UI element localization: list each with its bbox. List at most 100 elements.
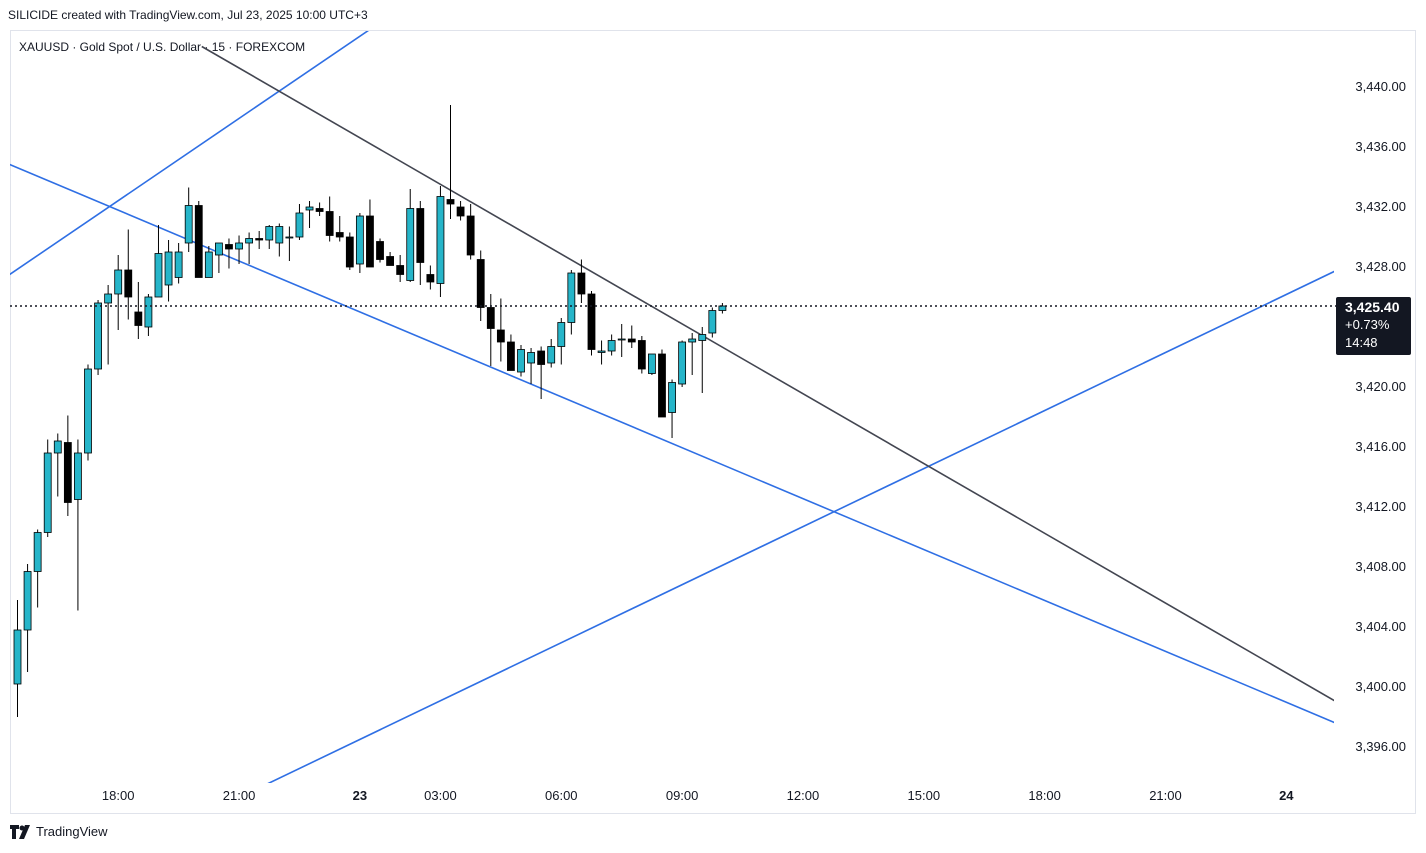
candle-body-down (456, 206, 465, 217)
x-tick-label: 03:00 (424, 788, 457, 803)
candle-body-down (366, 215, 374, 268)
candle (416, 201, 425, 285)
candle (33, 529, 42, 608)
y-tick-label: 3,428.00 (1355, 259, 1406, 274)
candle-body-up (265, 226, 274, 241)
trendline-3[interactable] (179, 264, 1350, 827)
candle (235, 235, 243, 264)
candle-body-up (678, 341, 687, 385)
candle (84, 364, 92, 461)
candle (255, 231, 264, 249)
candle (53, 433, 62, 497)
candle-body-up (648, 353, 656, 374)
candle-body-down (476, 259, 485, 308)
candle-body-up (607, 340, 616, 352)
candle-body-down (466, 215, 475, 256)
candle (154, 225, 163, 298)
candle (617, 324, 626, 357)
y-tick-label: 3,396.00 (1355, 739, 1406, 754)
candle (104, 285, 113, 365)
y-tick-label: 3,440.00 (1355, 79, 1406, 94)
candle-body-down (386, 256, 394, 266)
candle-body-up (114, 269, 123, 295)
candle (446, 105, 455, 219)
x-tick-label: 12:00 (787, 788, 820, 803)
candle-body-up (688, 338, 697, 343)
candle (174, 243, 183, 284)
candle-body-up (23, 571, 32, 631)
candle (527, 348, 535, 384)
candle-body-up (718, 305, 727, 311)
candle (144, 294, 153, 336)
attribution-text: SILICIDE created with TradingView.com, J… (8, 8, 368, 22)
candle-body-up (33, 532, 42, 572)
candle-body-down (426, 274, 435, 283)
candle (204, 246, 213, 278)
candle-body-up (436, 196, 445, 284)
candle (355, 213, 364, 273)
x-tick-label: 24 (1279, 788, 1294, 803)
candle-body-down (577, 272, 586, 295)
candle (23, 564, 32, 672)
candle-body-up (617, 338, 626, 341)
candle (557, 318, 566, 365)
symbol-title: XAUUSD · Gold Spot / U.S. Dollar · 15 · … (19, 40, 305, 54)
candle-body-up (235, 242, 243, 250)
trendline-1[interactable] (7, 0, 437, 276)
candle (245, 232, 254, 264)
candle (517, 345, 525, 377)
candle (688, 333, 697, 375)
x-tick-label: 09:00 (666, 788, 699, 803)
candle (386, 252, 394, 266)
candle (63, 415, 72, 516)
candle (13, 600, 22, 717)
candle (668, 379, 676, 438)
candle-body-up (295, 212, 304, 238)
tradingview-brand: TradingView (36, 824, 108, 839)
candle (184, 187, 193, 252)
candle-body-down (637, 340, 646, 370)
candle-body-down (627, 338, 636, 343)
candle-body-down (486, 307, 495, 329)
price-axis[interactable]: 3,396.00 3,400.00 3,404.00 3,408.00 3,412.00… (1355, 79, 1406, 754)
x-tick-label: 18:00 (1028, 788, 1061, 803)
y-tick-label: 3,408.00 (1355, 559, 1406, 574)
candle (295, 204, 304, 240)
candle (658, 349, 666, 418)
candle (436, 186, 445, 297)
candle (43, 439, 52, 537)
time-axis[interactable]: 18:00 21:00 23 03:00 06:00 09:00 12:00 15:00 18:… (102, 788, 1294, 803)
candle-body-down (255, 238, 264, 241)
candle-body-down (315, 208, 324, 212)
candle-body-up (43, 452, 52, 533)
candle-body-up (597, 350, 606, 353)
candle-body-up (245, 238, 254, 244)
candle-body-down (446, 199, 455, 205)
candle (315, 202, 324, 216)
candle (587, 291, 596, 356)
y-tick-label: 3,420.00 (1355, 379, 1406, 394)
candle-body-up (517, 349, 525, 373)
tradingview-logo[interactable]: TradingView (10, 824, 108, 839)
trendline-2[interactable] (7, 163, 1349, 730)
trendlines[interactable] (7, 0, 1349, 827)
candle-body-up (355, 215, 364, 265)
candle (718, 303, 727, 314)
candle-body-up (94, 302, 102, 370)
trendline-4[interactable] (201, 45, 1350, 710)
candle-body-down (325, 211, 334, 236)
candle (335, 216, 344, 242)
candle (496, 298, 505, 362)
candle-body-down (507, 341, 515, 371)
candle (164, 240, 173, 302)
candle-body-up (84, 368, 92, 454)
candle (194, 201, 203, 278)
candle-body-down (134, 311, 143, 326)
candle (547, 339, 556, 368)
candle-body-up (164, 251, 173, 286)
candle (396, 255, 405, 282)
candle-body-up (53, 440, 62, 454)
candle-body-down (496, 329, 505, 343)
candle-body-down (537, 350, 546, 365)
